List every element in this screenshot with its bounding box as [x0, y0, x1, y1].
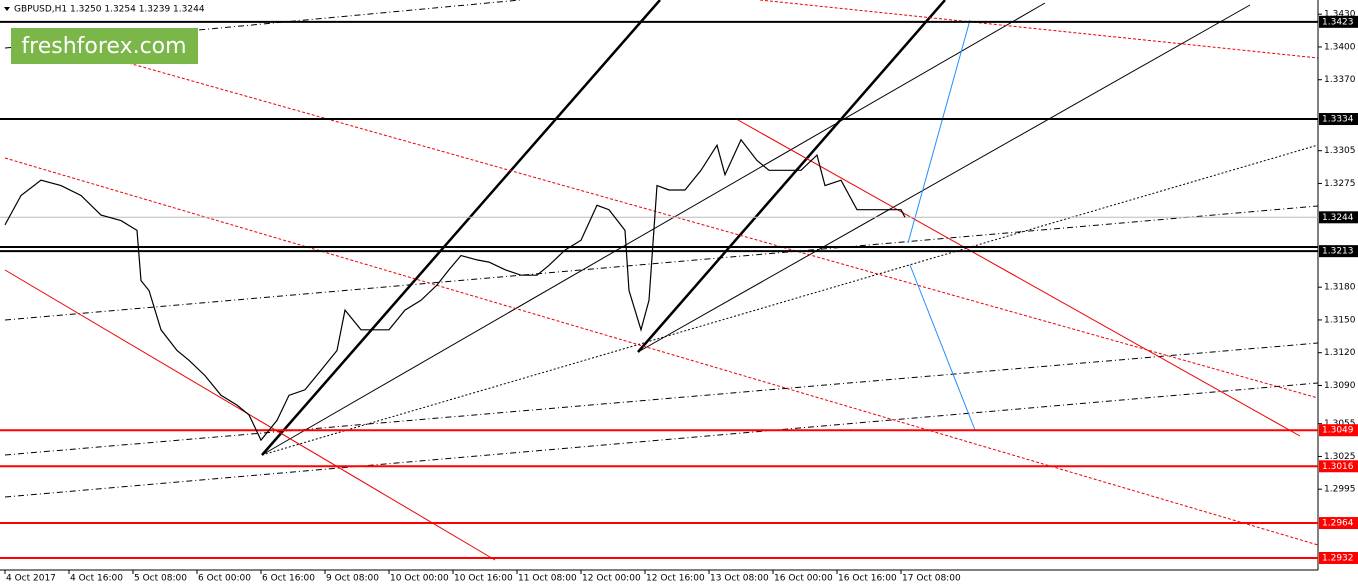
y-tick-label: 1.3120 [1324, 348, 1356, 358]
y-tick-label: 1.3180 [1324, 283, 1356, 293]
red-dashed-line [99, 54, 1319, 399]
red-dashed-line [4, 157, 1319, 546]
x-tick-label: 6 Oct 16:00 [262, 574, 315, 584]
dotted-line [261, 144, 1319, 456]
level-label-box [1319, 211, 1358, 224]
x-tick-label: 17 Oct 08:00 [902, 574, 961, 584]
trend-lines [0, 0, 1319, 561]
ohlc: 1.3250 1.3254 1.3239 1.3244 [70, 5, 205, 15]
y-tick-label: 1.3090 [1324, 381, 1356, 391]
symbol: GBPUSD,H1 [14, 5, 67, 15]
y-tick-label: 1.3275 [1324, 179, 1356, 189]
level-label-box [1319, 245, 1358, 258]
dash-dot-line [4, 0, 521, 49]
x-tick-label: 9 Oct 08:00 [326, 574, 379, 584]
logo: freshforex.com [21, 34, 186, 59]
red-dashed-line [759, 0, 1319, 59]
logo-box [11, 28, 198, 64]
x-tick-label: 4 Oct 2017 [6, 574, 56, 584]
level-label-box [1319, 15, 1358, 28]
level-label: 1.3016 [1322, 462, 1354, 472]
trend-line [637, 4, 1251, 353]
menu-arrow [4, 7, 10, 11]
x-tick-label: 10 Oct 16:00 [454, 574, 513, 584]
y-tick-label: 1.3025 [1324, 452, 1356, 462]
x-tick-label: 16 Oct 00:00 [774, 574, 833, 584]
projection-line [907, 19, 971, 244]
level-label: 1.2964 [1322, 519, 1354, 529]
level-label-box [1319, 424, 1358, 437]
level-label-box [1319, 551, 1358, 564]
y-tick-label: 1.3400 [1324, 42, 1356, 52]
y-tick-label: 1.3430 [1324, 10, 1356, 20]
price-line [4, 138, 906, 442]
projection-line [909, 264, 976, 431]
x-tick-label: 13 Oct 08:00 [710, 574, 769, 584]
level-label: 1.3244 [1322, 213, 1354, 223]
y-tick-label: 1.3055 [1324, 419, 1356, 429]
x-tick-label: 12 Oct 16:00 [646, 574, 705, 584]
x-tick-label: 16 Oct 16:00 [838, 574, 897, 584]
x-tick-label: 6 Oct 00:00 [198, 574, 251, 584]
x-tick-label: 5 Oct 08:00 [134, 574, 187, 584]
y-tick-label: 1.3150 [1324, 315, 1356, 325]
x-tick-label: 10 Oct 00:00 [390, 574, 449, 584]
level-label-box [1319, 460, 1358, 473]
channel-line [637, 0, 946, 353]
channel-line [261, 0, 661, 456]
x-tick-label: 4 Oct 16:00 [70, 574, 123, 584]
level-label-box [1319, 517, 1358, 530]
level-label-box [1319, 113, 1358, 126]
y-tick-label: 1.3370 [1324, 75, 1356, 85]
y-tick-label: 1.3305 [1324, 146, 1356, 156]
red-line [4, 269, 496, 561]
red-line [737, 119, 1301, 437]
x-tick-label: 12 Oct 00:00 [582, 574, 641, 584]
level-label: 1.3213 [1322, 247, 1354, 257]
x-tick-label: 11 Oct 08:00 [518, 574, 577, 584]
level-label: 1.2932 [1322, 553, 1354, 563]
level-label: 1.3423 [1322, 17, 1354, 27]
y-tick-label: 1.2995 [1324, 485, 1356, 495]
level-label: 1.3049 [1322, 426, 1354, 436]
level-label: 1.3334 [1322, 115, 1354, 125]
